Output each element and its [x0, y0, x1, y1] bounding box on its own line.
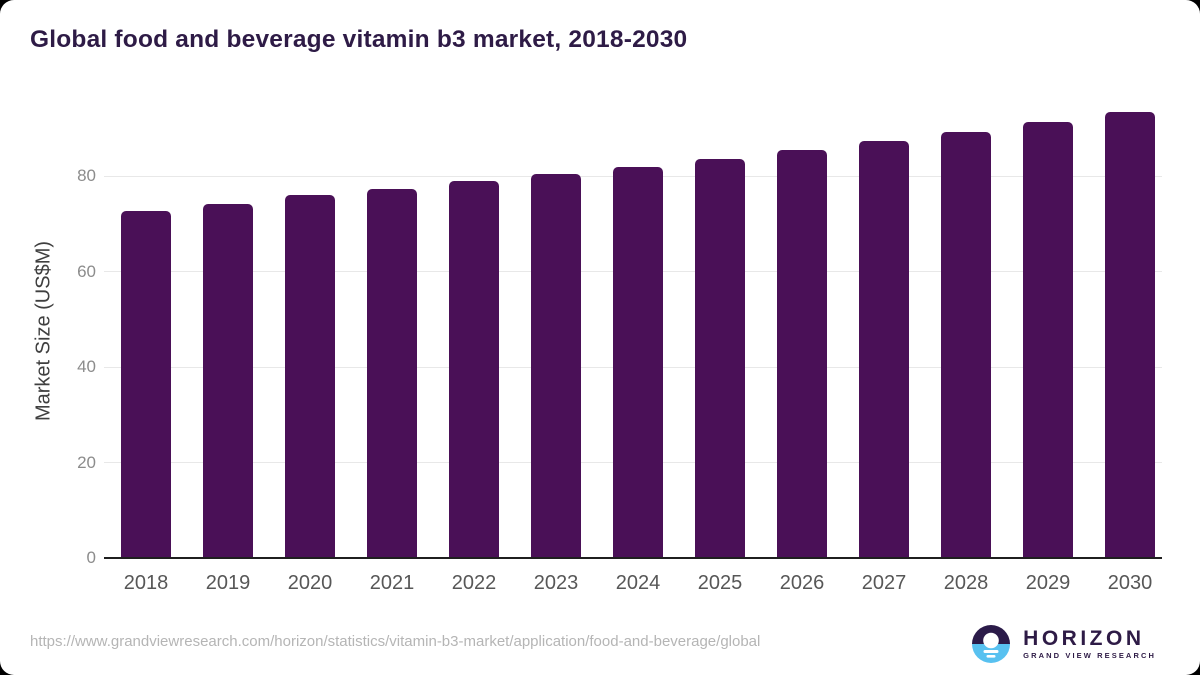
- x-tick-label-2027: 2027: [861, 572, 907, 594]
- bar-2018: [121, 210, 171, 558]
- x-tick-label-2026: 2026: [779, 572, 825, 594]
- y-tick-label-60: 60: [77, 261, 96, 281]
- bar-2029: [1023, 121, 1073, 558]
- horizon-logo-icon: [972, 625, 1011, 663]
- x-tick-label-2025: 2025: [697, 572, 743, 594]
- x-tick-label-2030: 2030: [1107, 572, 1153, 594]
- horizon-logo: HORIZON GRAND VIEW RESEARCH: [972, 625, 1156, 663]
- bar-2020: [285, 195, 335, 558]
- x-tick-label-2023: 2023: [533, 572, 579, 594]
- y-tick-label-40: 40: [77, 357, 96, 377]
- y-tick-label-0: 0: [86, 548, 96, 567]
- bar-2023: [531, 174, 581, 558]
- x-tick-label-2029: 2029: [1025, 572, 1071, 594]
- chart-title: Global food and beverage vitamin b3 mark…: [30, 26, 688, 53]
- bar-2030: [1105, 112, 1155, 558]
- x-tick-label-2019: 2019: [205, 572, 251, 594]
- y-tick-label-20: 20: [77, 452, 96, 472]
- x-axis-line: [104, 557, 1162, 559]
- bar-2019: [203, 204, 253, 558]
- x-tick-label-2024: 2024: [615, 572, 661, 594]
- logo-subtitle: GRAND VIEW RESEARCH: [1023, 651, 1156, 660]
- bar-2024: [613, 167, 663, 558]
- source-url: https://www.grandviewresearch.com/horizo…: [30, 633, 761, 650]
- bar-2028: [941, 132, 991, 558]
- x-tick-label-2018: 2018: [123, 572, 169, 594]
- bar-2022: [449, 181, 499, 558]
- bar-2025: [695, 159, 745, 558]
- horizon-logo-text: HORIZON GRAND VIEW RESEARCH: [1023, 627, 1156, 661]
- x-tick-label-2020: 2020: [287, 572, 333, 594]
- y-tick-label-80: 80: [77, 166, 96, 186]
- x-tick-label-2028: 2028: [943, 572, 989, 594]
- x-tick-label-2022: 2022: [451, 572, 497, 594]
- footer: https://www.grandviewresearch.com/horizo…: [0, 613, 1200, 675]
- y-axis-title: Market Size (US$M): [32, 240, 55, 422]
- bar-2026: [777, 150, 827, 558]
- bar-2021: [367, 188, 417, 558]
- x-tick-label-2021: 2021: [369, 572, 415, 594]
- bar-2027: [859, 141, 909, 558]
- logo-brand: HORIZON: [1023, 627, 1145, 650]
